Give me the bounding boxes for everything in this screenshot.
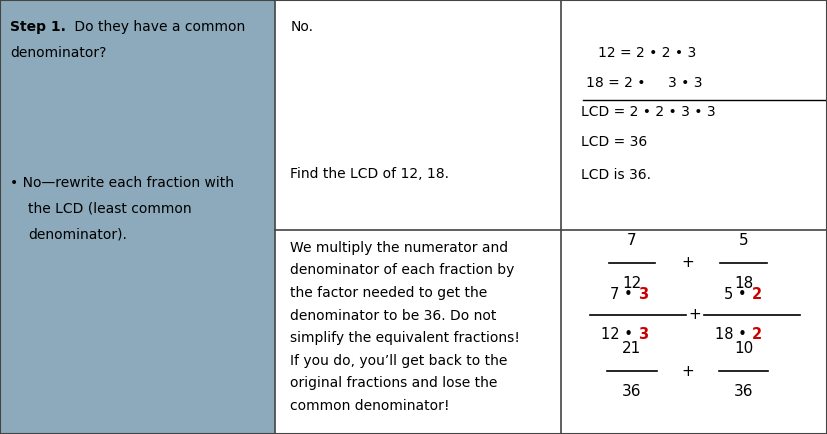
Text: If you do, you’ll get back to the: If you do, you’ll get back to the xyxy=(290,354,508,368)
Text: 36: 36 xyxy=(622,384,642,399)
Text: Find the LCD of 12, 18.: Find the LCD of 12, 18. xyxy=(290,167,449,181)
Text: the factor needed to get the: the factor needed to get the xyxy=(290,286,488,300)
Text: denominator).: denominator). xyxy=(28,228,127,242)
Text: 5 •: 5 • xyxy=(724,286,752,302)
Bar xyxy=(0,0,275,434)
Text: 36: 36 xyxy=(734,384,753,399)
Text: LCD = 2 • 2 • 3 • 3: LCD = 2 • 2 • 3 • 3 xyxy=(581,105,716,119)
Text: 12 = 2 • 2 • 3: 12 = 2 • 2 • 3 xyxy=(598,46,696,59)
Text: No.: No. xyxy=(290,20,313,33)
Text: simplify the equivalent fractions!: simplify the equivalent fractions! xyxy=(290,331,520,345)
Text: We multiply the numerator and: We multiply the numerator and xyxy=(290,241,509,255)
Text: 21: 21 xyxy=(622,341,642,356)
Text: 2: 2 xyxy=(752,286,762,302)
Text: +: + xyxy=(688,307,701,322)
Text: 3: 3 xyxy=(638,327,648,342)
Text: 12: 12 xyxy=(622,276,642,291)
Text: 7: 7 xyxy=(627,233,637,248)
Text: original fractions and lose the: original fractions and lose the xyxy=(290,376,498,390)
Text: the LCD (least common: the LCD (least common xyxy=(28,202,192,216)
Text: 18 = 2 •: 18 = 2 • xyxy=(586,76,645,90)
Text: Do they have a common: Do they have a common xyxy=(70,20,246,33)
Text: +: + xyxy=(681,364,694,378)
Text: denominator of each fraction by: denominator of each fraction by xyxy=(290,263,514,277)
Text: 12 •: 12 • xyxy=(601,327,638,342)
Text: 2: 2 xyxy=(752,327,762,342)
Text: common denominator!: common denominator! xyxy=(290,399,450,413)
Text: 7 •: 7 • xyxy=(610,286,638,302)
Text: • No—rewrite each fraction with: • No—rewrite each fraction with xyxy=(10,176,234,190)
Text: LCD is 36.: LCD is 36. xyxy=(581,168,652,182)
Text: Step 1.: Step 1. xyxy=(10,20,66,33)
Text: denominator to be 36. Do not: denominator to be 36. Do not xyxy=(290,309,497,322)
Text: 3 • 3: 3 • 3 xyxy=(668,76,703,90)
Text: +: + xyxy=(681,255,694,270)
Text: 5: 5 xyxy=(739,233,748,248)
Text: LCD = 36: LCD = 36 xyxy=(581,135,648,148)
Text: 18 •: 18 • xyxy=(715,327,752,342)
Text: denominator?: denominator? xyxy=(10,46,107,59)
Text: 3: 3 xyxy=(638,286,648,302)
Text: 10: 10 xyxy=(734,341,753,356)
Text: 18: 18 xyxy=(734,276,753,291)
